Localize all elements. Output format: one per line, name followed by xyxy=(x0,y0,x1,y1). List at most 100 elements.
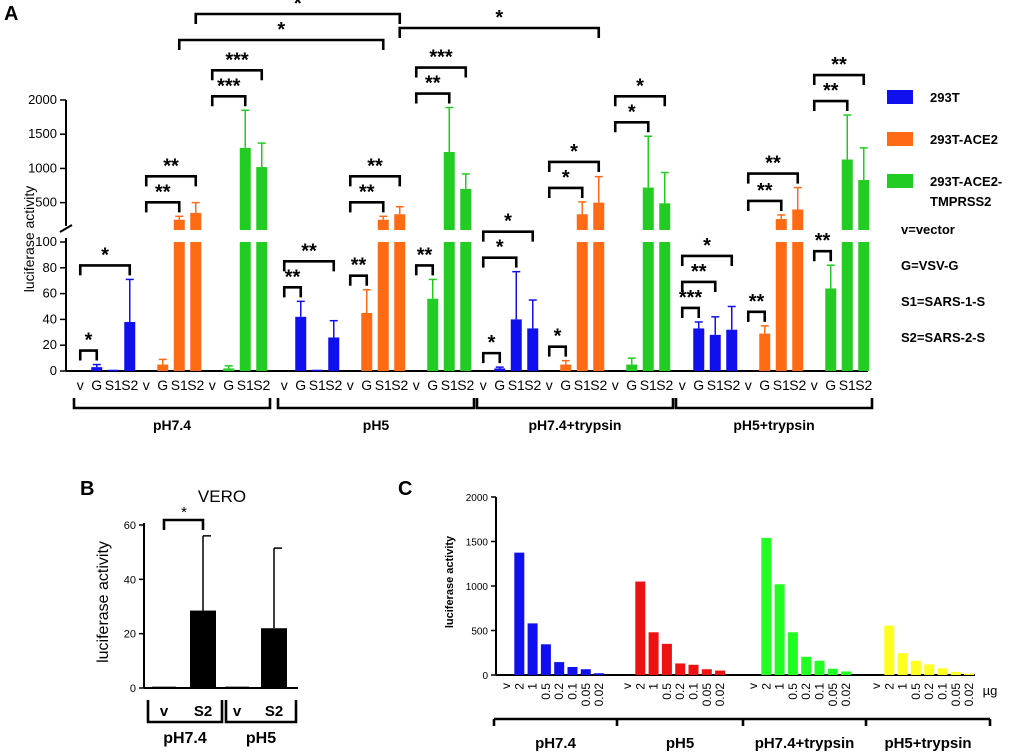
panel-a-significance-bracket xyxy=(414,66,468,78)
panel-a-ytick-label: 1500 xyxy=(28,126,57,141)
panel-c-bar xyxy=(910,660,921,675)
panel-a-ytick-label: 60 xyxy=(43,286,57,301)
panel-a-xtick-label: S1 xyxy=(707,377,724,393)
panel-a-bar-upper xyxy=(576,214,588,230)
panel-a-xtick-label: S2 xyxy=(325,377,342,393)
panel-a-significance-label: ** xyxy=(367,155,383,177)
panel-a-ytick-label: 0 xyxy=(50,363,57,378)
panel-a-bar xyxy=(107,369,119,372)
panel-a-xtick-label: S2 xyxy=(656,377,673,393)
panel-b-bar xyxy=(152,686,176,689)
legend-swatch xyxy=(887,132,913,146)
panel-a-xtick-label: S2 xyxy=(723,377,740,393)
abbreviation-text: S1=SARS-1-S xyxy=(901,294,985,309)
panel-a-group-bracket xyxy=(674,398,874,410)
panel-a-xtick-label: S2 xyxy=(391,377,408,393)
panel-c-xtick-label: 0.1 xyxy=(566,683,580,700)
panel-a-significance-label: *** xyxy=(217,75,241,97)
panel-a-significance-label: ** xyxy=(691,261,707,283)
panel-a-abbreviations: v=vector G=VSV-G S1=SARS-1-S S2=SARS-2-S xyxy=(901,222,985,345)
panel-a-xtick-label: S2 xyxy=(524,377,541,393)
panel-a-xtick-label: S2 xyxy=(121,377,138,393)
panel-c-xtick-label: 0.2 xyxy=(922,683,936,700)
panel-a-bar-upper xyxy=(394,214,406,230)
panel-a-significance-label: * xyxy=(488,332,496,354)
panel-a-significance-label: ** xyxy=(425,73,441,95)
panel-b-xtick-label: v xyxy=(233,703,242,720)
legend-label: 293T-ACE2 xyxy=(930,132,998,147)
legend-label-line2: TMPRSS2 xyxy=(930,194,991,209)
panel-a-significance-bracket xyxy=(680,254,734,266)
panel-a-bar-upper xyxy=(239,147,251,230)
panel-c-xtick-label: 2 xyxy=(882,683,896,690)
panel-a-bar xyxy=(659,242,671,371)
panel-c-bar xyxy=(814,660,825,675)
panel-a-xtick-label: G xyxy=(427,377,438,393)
panel-b-bar xyxy=(190,610,216,688)
panel-a-xtick-label: S2 xyxy=(457,377,474,393)
panel-a-significance-bracket xyxy=(210,68,264,81)
panel-a-xtick-label: S1 xyxy=(441,377,458,393)
panel-a-bar-upper xyxy=(256,167,268,230)
panel-a-significance-label: * xyxy=(570,141,578,163)
panel-c-xtick-label: 0.02 xyxy=(592,683,606,707)
panel-c-xtick-label: v xyxy=(499,683,513,689)
panel-a-bar xyxy=(841,242,853,371)
panel-c-xtick-label: v xyxy=(620,683,634,689)
panel-a-bar-upper xyxy=(642,187,654,230)
panel-a-xtick-label: v xyxy=(811,377,818,393)
panel-a-significance-label: * xyxy=(277,19,285,41)
panel-b-ytick-label: 60 xyxy=(124,520,136,532)
legend-label: 293T-ACE2- xyxy=(930,174,1002,189)
panel-c-ylabel: luciferase activity xyxy=(444,535,456,628)
panel-a-significance-label: ** xyxy=(359,181,375,203)
panel-a-significance-bracket xyxy=(680,280,717,292)
panel-c-xtick-label: 0.02 xyxy=(713,683,727,707)
panel-c-bar xyxy=(841,671,852,675)
panel-a-xtick-label: G xyxy=(560,377,571,393)
legend-swatch xyxy=(887,90,913,104)
panel-a-xtick-label: G xyxy=(494,377,505,393)
panel-a-bar xyxy=(328,337,340,371)
panel-c-bar xyxy=(635,581,646,675)
panel-c-bar xyxy=(924,664,935,675)
panel-a-axis-break xyxy=(59,224,73,233)
panel-a-bar-upper xyxy=(792,209,804,230)
panel-a-significance-bracket xyxy=(746,310,767,322)
panel-a-bar xyxy=(510,319,522,371)
panel-a-ytick-label: 1000 xyxy=(28,160,57,175)
panel-a-significance-bracket xyxy=(177,38,385,50)
panel-c-bar xyxy=(761,537,772,675)
panel-a-legend: 293T 293T-ACE2 293T-ACE2- TMPRSS2 xyxy=(887,90,1002,209)
panel-a-significance-bracket xyxy=(613,120,650,133)
panel-b-significance-label: * xyxy=(181,504,187,521)
panel-a-significance-bracket xyxy=(144,201,181,213)
panel-a-significance-bracket xyxy=(812,73,866,86)
panel-a-xtick-label: v xyxy=(612,377,619,393)
panel-a-xtick-label: S1 xyxy=(375,377,392,393)
panel-a-significance-bracket xyxy=(348,201,385,213)
panel-c-bar xyxy=(661,643,672,675)
panel-c-xtick-label: 0.5 xyxy=(786,683,800,700)
panel-a-xtick-label: S1 xyxy=(640,377,657,393)
panel-b-xtick-label: S2 xyxy=(194,703,212,720)
panel-a-bar-upper xyxy=(593,202,605,230)
panel-a-xtick-label: v xyxy=(347,377,354,393)
panel-c-xtick-label: 2 xyxy=(759,683,773,690)
panel-c-group-label: pH5+trypsin xyxy=(884,735,971,752)
panel-a-xtick-label: S1 xyxy=(105,377,122,393)
panel-c-bar xyxy=(580,669,591,675)
panel-a-bar xyxy=(792,242,804,371)
panel-a-bar xyxy=(626,364,638,371)
panel-a-xtick-label: S2 xyxy=(789,377,806,393)
panel-a-significance-bracket xyxy=(348,175,402,187)
panel-a-bar xyxy=(157,364,169,371)
panel-a-significance-bracket xyxy=(812,99,849,112)
panel-b-chart: VERO luciferase activity 0 20 40 60 v S2 pH7.4… xyxy=(95,487,298,747)
panel-a-significance-bracket xyxy=(481,230,535,242)
panel-a-bar xyxy=(295,316,307,371)
panel-b-xtick-label: S2 xyxy=(265,703,283,720)
panel-c-xtick-label: 2 xyxy=(512,683,526,690)
panel-a-xtick-label: v xyxy=(413,377,420,393)
panel-a-bar xyxy=(377,242,389,371)
